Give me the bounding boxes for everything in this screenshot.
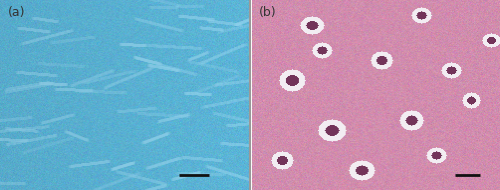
Text: (b): (b)	[259, 6, 276, 19]
Text: (a): (a)	[8, 6, 25, 19]
